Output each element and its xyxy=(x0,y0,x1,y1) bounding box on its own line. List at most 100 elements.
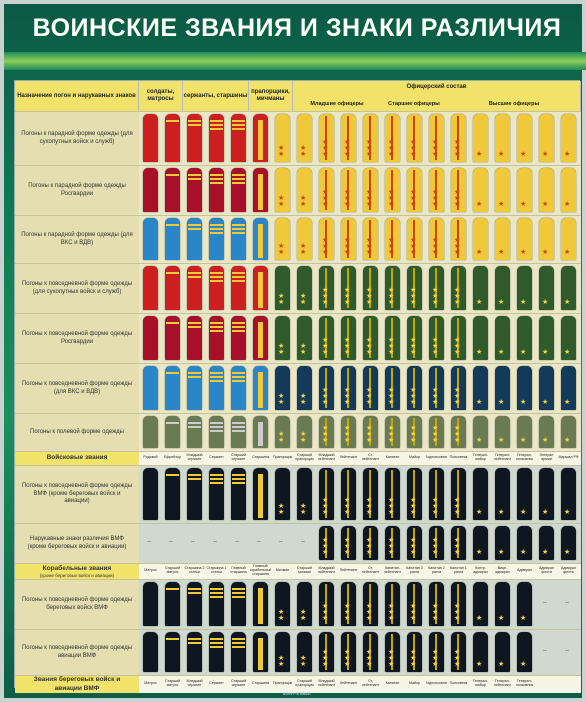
star-icon: ★ xyxy=(300,503,307,510)
shoulder-board xyxy=(253,266,268,310)
rank-stripe xyxy=(232,124,245,126)
shoulder-board: ★ xyxy=(473,266,488,310)
star-icon: ★ xyxy=(322,603,329,610)
star-icon: ★ xyxy=(454,509,461,516)
star-icon: ★ xyxy=(410,243,417,250)
shoulder-board: ★ ★ ★ xyxy=(407,114,422,162)
star-icon: ★ xyxy=(322,195,329,202)
star-icon: ★ xyxy=(410,649,417,656)
star-icon: ★ xyxy=(432,299,439,306)
star-icon: ★ xyxy=(344,145,351,152)
rank-stripe xyxy=(188,372,201,374)
star-icon: ★ xyxy=(278,293,285,300)
shoulder-board xyxy=(231,316,246,360)
star-icon: ★ xyxy=(366,237,373,244)
star-icon: ★ xyxy=(344,649,351,656)
rank-gap xyxy=(391,368,393,408)
shoulder-board: ★ ★ ★ xyxy=(451,366,466,410)
rank-stripe xyxy=(258,588,263,624)
rank-gap xyxy=(347,584,349,624)
shoulder-board xyxy=(187,168,202,212)
shoulder-board: ★ ★ ★ xyxy=(451,168,466,212)
star-icon: ★ xyxy=(366,293,373,300)
star-icon: ★ xyxy=(322,649,329,656)
rank-gap xyxy=(435,318,437,358)
shoulder-board: ★ ★ ★ xyxy=(407,366,422,410)
rank-stripe xyxy=(232,224,245,226)
star-icon: ★ xyxy=(278,509,285,516)
empty-dash: – xyxy=(191,538,195,545)
star-icon: ★ xyxy=(366,609,373,616)
rank-stripe xyxy=(166,174,179,176)
star-icon: ★ xyxy=(344,195,351,202)
star-icon: ★ xyxy=(454,655,461,662)
rank-gap xyxy=(391,268,393,308)
rank-name: Генерал-лейтенант xyxy=(493,453,512,461)
star-icon: ★ xyxy=(564,509,571,516)
rank-name: Полковник xyxy=(449,455,468,460)
star-icon: ★ xyxy=(388,151,395,158)
star-icon: ★ xyxy=(564,437,571,444)
rank-gap xyxy=(369,268,371,308)
shoulder-board: ★ xyxy=(473,218,488,260)
star-icon: ★ xyxy=(322,343,329,350)
star-icon: ★ xyxy=(454,497,461,504)
star-icon: ★ xyxy=(322,299,329,306)
star-icon: ★ xyxy=(432,243,439,250)
star-icon: ★ xyxy=(520,249,527,256)
row-background xyxy=(139,629,581,675)
rank-gap xyxy=(413,634,415,670)
star-icon: ★ xyxy=(344,387,351,394)
rank-name: Сержант xyxy=(209,681,224,686)
shoulder-board: ★ ★ ★ xyxy=(385,218,400,260)
row-background xyxy=(139,363,581,413)
shoulder-board xyxy=(253,416,268,448)
rank-stripe xyxy=(258,322,263,358)
rank-stripe xyxy=(210,482,223,484)
shoulder-board xyxy=(187,316,202,360)
rank-name: Старший сержант xyxy=(230,679,247,687)
shoulder-board: ★ ★ ★ xyxy=(363,114,378,162)
rank-stripe xyxy=(210,232,223,234)
shoulder-board xyxy=(209,416,224,448)
rank-gap xyxy=(347,528,349,558)
shoulder-board: ★ ★ ★ xyxy=(363,582,378,626)
star-icon: ★ xyxy=(388,343,395,350)
star-icon: ★ xyxy=(498,249,505,256)
star-icon: ★ xyxy=(300,151,307,158)
row-label: Погоны к полевой форме одежды xyxy=(15,413,139,451)
rank-gap xyxy=(413,584,415,624)
rank-gap xyxy=(413,220,415,258)
shoulder-board: ★ xyxy=(561,416,576,448)
star-icon: ★ xyxy=(322,145,329,152)
star-icon: ★ xyxy=(542,437,549,444)
star-icon: ★ xyxy=(432,431,439,438)
star-icon: ★ xyxy=(476,249,483,256)
rank-stripe xyxy=(232,592,245,594)
empty-dash: – xyxy=(301,538,305,545)
shoulder-board: ★ ★ ★ xyxy=(451,218,466,260)
star-icon: ★ xyxy=(432,249,439,256)
rank-stripe xyxy=(232,638,245,640)
star-icon: ★ xyxy=(410,549,417,556)
star-icon: ★ xyxy=(322,293,329,300)
star-icon: ★ xyxy=(344,425,351,432)
shoulder-board: ★ ★ ★ xyxy=(319,632,334,672)
rank-stripe xyxy=(210,330,223,332)
star-icon: ★ xyxy=(366,189,373,196)
star-icon: ★ xyxy=(432,603,439,610)
shoulder-board: ★ ★ ★ xyxy=(451,582,466,626)
star-icon: ★ xyxy=(344,399,351,406)
star-icon: ★ xyxy=(366,543,373,550)
rank-gap xyxy=(457,634,459,670)
star-icon: ★ xyxy=(388,387,395,394)
rank-gap xyxy=(369,418,371,446)
rank-gap xyxy=(369,368,371,408)
shoulder-board xyxy=(253,468,268,520)
star-icon: ★ xyxy=(322,425,329,432)
rank-gap xyxy=(325,418,327,446)
shoulder-board xyxy=(187,468,202,520)
star-icon: ★ xyxy=(300,431,307,438)
star-icon: ★ xyxy=(344,615,351,622)
rank-stripe xyxy=(166,638,179,640)
